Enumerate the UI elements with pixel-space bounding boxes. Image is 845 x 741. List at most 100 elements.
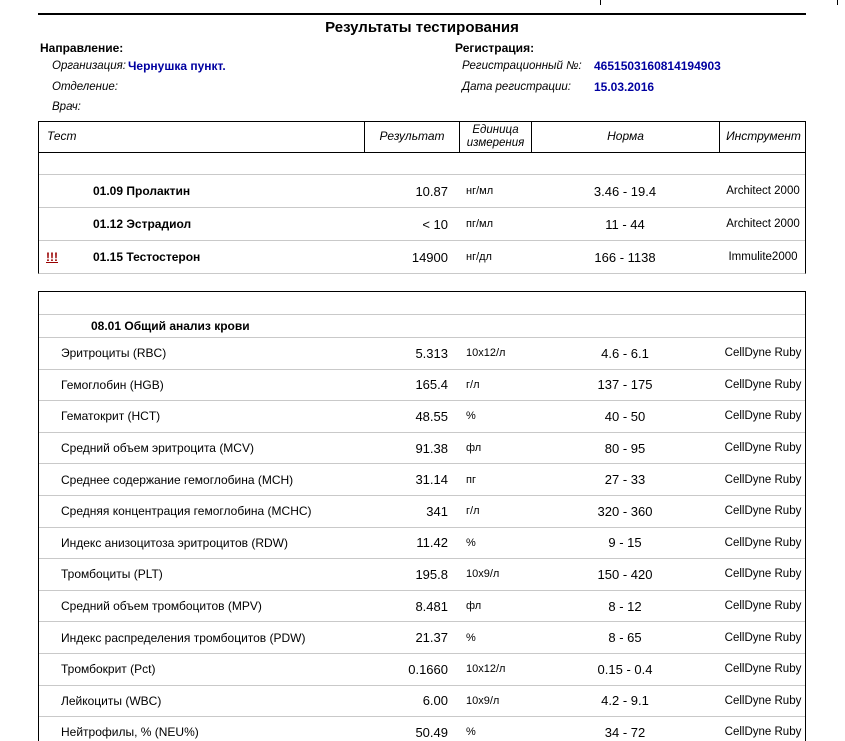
unit-value: %	[466, 536, 476, 549]
instrument-name: CellDyne Ruby	[724, 505, 802, 518]
unit-value: нг/мл	[466, 185, 494, 197]
registration-date-value: 15.03.2016	[594, 80, 655, 94]
unit-value: пг	[466, 473, 476, 486]
result-value: 91.38	[415, 440, 448, 456]
unit-value: 10x12/л	[466, 347, 506, 360]
instrument-name: Architect 2000	[726, 218, 800, 230]
table-row: Индекс распределения тромбоцитов (PDW) 21…	[39, 621, 805, 653]
instrument-name: CellDyne Ruby	[724, 378, 802, 391]
instrument-name: CellDyne Ruby	[724, 473, 802, 486]
norm-range: 11 - 44	[605, 216, 645, 232]
test-name: Средний объем тромбоцитов (MPV)	[61, 599, 262, 614]
test-cell: Индекс распределения тромбоцитов (PDW)	[39, 631, 364, 645]
table-row: Гемоглобин (HGB) 165.4 г/л 137 - 175 CellDyn…	[39, 368, 805, 401]
norm-range: 27 - 33	[604, 472, 646, 488]
unit-value: фл	[466, 600, 482, 613]
test-cell: Лейкоциты (WBC)	[39, 694, 364, 708]
table-body: 08.01 Общий анализ крови Эритроциты (RBC)…	[38, 291, 806, 741]
result-value: 165.4	[415, 377, 448, 393]
page-margin-tick	[600, 0, 601, 5]
test-cell: Среднее содержание гемоглобина (MCH)	[39, 473, 364, 487]
result-value: 0.1660	[408, 661, 448, 677]
result-value: 21.37	[415, 630, 448, 646]
test-cell: Индекс анизоцитоза эритроцитов (RDW)	[39, 536, 364, 550]
norm-range: 4.6 - 6.1	[601, 345, 649, 361]
instrument-name: CellDyne Ruby	[724, 442, 802, 455]
instrument-name: CellDyne Ruby	[724, 347, 802, 360]
table-row: Гематокрит (HCT) 48.55% 40 - 50 CellDyne Ru…	[39, 400, 805, 432]
table-row: Лейкоциты (WBC) 6.00 10x9/л 4.2 - 9.1 CellDy…	[39, 684, 805, 717]
result-value: 8.481	[415, 598, 448, 614]
table-row: Среднее содержание гемоглобина (MCH) 31.1…	[39, 463, 805, 495]
column-header-unit: Единица измерения	[459, 122, 531, 152]
instrument-name: CellDyne Ruby	[724, 694, 802, 707]
results-table-hormones: Тест Результат Единица измерения Норма И…	[38, 121, 806, 274]
instrument-name: Immulite2000	[728, 251, 798, 263]
result-value: 10.87	[415, 183, 448, 199]
norm-range: 137 - 175	[597, 377, 653, 393]
norm-range: 150 - 420	[597, 566, 653, 582]
instrument-name: Architect 2000	[726, 185, 800, 197]
column-header-test: Тест	[47, 129, 77, 144]
norm-range: 9 - 15	[608, 535, 642, 551]
table-row: Средняя концентрация гемоглобина (MCHC) 3…	[39, 494, 805, 527]
norm-range: 40 - 50	[604, 408, 646, 424]
test-cell: Гемоглобин (HGB)	[39, 378, 364, 392]
result-value: 14900	[411, 249, 448, 265]
page-title: Результаты тестирования	[325, 19, 519, 36]
result-value: 341	[426, 503, 448, 519]
test-name: Тромбоциты (PLT)	[61, 567, 163, 582]
test-cell: Средний объем тромбоцитов (MPV)	[39, 599, 364, 613]
norm-range: 4.2 - 9.1	[601, 693, 649, 709]
instrument-name: CellDyne Ruby	[724, 410, 802, 423]
test-name: Лейкоциты (WBC)	[61, 693, 162, 708]
unit-value: пг/мл	[466, 218, 494, 230]
test-cell: Тромбоциты (PLT)	[39, 567, 364, 581]
instrument-name: CellDyne Ruby	[724, 536, 802, 549]
test-name: 01.15 Тестостерон	[93, 250, 201, 264]
result-value: 6.00	[422, 693, 448, 709]
spacer-row	[39, 292, 805, 314]
table-row: Индекс анизоцитоза эритроцитов (RDW) 11.4…	[39, 526, 805, 559]
test-name: Средний объем эритроцита (MCV)	[61, 441, 254, 456]
norm-range: 320 - 360	[597, 503, 653, 519]
norm-range: 3.46 - 19.4	[593, 183, 657, 199]
unit-value: 10x9/л	[466, 568, 500, 581]
test-cell: 01.12 Эстрадиол	[39, 217, 364, 231]
page-margin-tick	[837, 0, 838, 5]
registration-number-value: 4651503160814194903	[594, 59, 721, 73]
section-title: 08.01 Общий анализ крови	[91, 319, 250, 333]
registration-number-label: Регистрационный №:	[462, 60, 582, 72]
unit-value: %	[466, 631, 476, 644]
unit-value: 10x9/л	[466, 694, 500, 707]
table-row: Тромбокрит (Pct) 0.1660 10x12/л 0.15 - 0.4 C…	[39, 652, 805, 685]
results-table-blood: 08.01 Общий анализ крови Эритроциты (RBC)…	[38, 291, 806, 741]
table-header-row: Тест Результат Единица измерения Норма И…	[38, 121, 806, 153]
instrument-name: CellDyne Ruby	[724, 568, 802, 581]
unit-value: %	[466, 410, 476, 423]
test-cell: Гематокрит (HCT)	[39, 409, 364, 423]
test-name: Нейтрофилы, % (NEU%)	[61, 725, 199, 740]
table-row: Средний объем эритроцита (MCV) 91.38 фл 80 …	[39, 431, 805, 464]
abnormal-flag: !!!	[46, 250, 58, 264]
result-value: 11.42	[416, 535, 448, 551]
table-row: Эритроциты (RBC) 5.313 10x12/л 4.6 - 6.1 Cel…	[39, 337, 805, 369]
test-name: Гемоглобин (HGB)	[61, 377, 164, 392]
table-row: Нейтрофилы, % (NEU%) 50.49% 34 - 72 CellDyn…	[39, 716, 805, 741]
test-name: 01.09 Пролактин	[93, 184, 191, 198]
table-row: Тромбоциты (PLT) 195.8 10x9/л 150 - 420 Cell…	[39, 558, 805, 590]
column-header-result: Результат	[364, 122, 459, 152]
header-rule	[38, 13, 806, 15]
column-header-instrument: Инструмент	[719, 122, 807, 152]
result-value: 31.14	[415, 472, 448, 488]
organization-label: Организация:	[52, 60, 126, 72]
section-header-row: 08.01 Общий анализ крови	[39, 314, 805, 337]
direction-section-label: Направление:	[40, 41, 124, 55]
table-row: Средний объем тромбоцитов (MPV) 8.481 фл 8 …	[39, 589, 805, 622]
column-header-norm: Норма	[531, 122, 719, 152]
registration-date-label: Дата регистрации:	[462, 81, 571, 93]
test-name: Индекс анизоцитоза эритроцитов (RDW)	[61, 535, 288, 550]
test-name: Среднее содержание гемоглобина (MCH)	[61, 472, 294, 487]
norm-range: 8 - 65	[608, 630, 642, 646]
test-name: Тромбокрит (Pct)	[61, 662, 156, 677]
